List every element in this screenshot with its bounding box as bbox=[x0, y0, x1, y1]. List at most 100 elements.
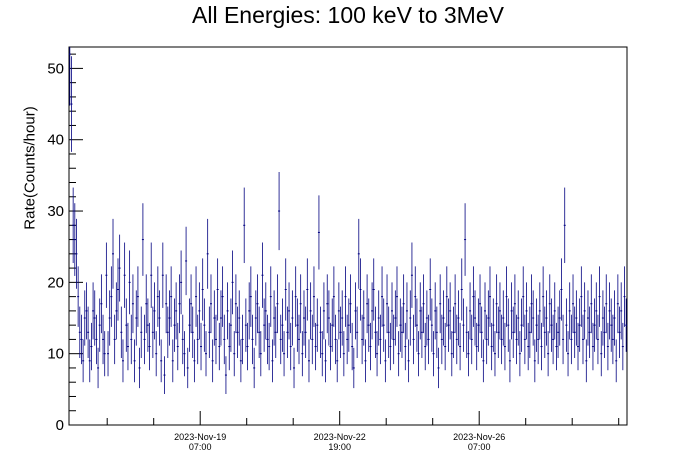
data-point bbox=[311, 314, 314, 365]
data-point bbox=[475, 322, 478, 371]
data-point bbox=[90, 322, 93, 371]
data-point bbox=[332, 266, 335, 327]
data-point bbox=[130, 314, 133, 365]
data-point bbox=[553, 282, 556, 340]
data-point bbox=[479, 274, 482, 334]
data-point bbox=[467, 331, 470, 377]
data-point bbox=[317, 195, 320, 270]
data-point bbox=[249, 266, 252, 327]
data-point bbox=[434, 282, 437, 340]
data-point bbox=[118, 234, 121, 302]
data-point bbox=[455, 314, 458, 365]
data-point bbox=[87, 306, 90, 358]
data-point bbox=[452, 306, 455, 358]
data-point bbox=[588, 306, 591, 358]
data-point bbox=[203, 298, 206, 352]
data-point bbox=[598, 266, 601, 327]
data-point bbox=[170, 266, 173, 327]
data-point bbox=[586, 290, 589, 346]
data-point bbox=[253, 347, 256, 389]
data-point bbox=[420, 306, 423, 358]
data-point bbox=[525, 282, 528, 340]
y-tick-label: 10 bbox=[47, 346, 64, 363]
data-point bbox=[291, 290, 294, 346]
data-point bbox=[372, 258, 375, 321]
data-point bbox=[520, 298, 523, 352]
data-point bbox=[424, 322, 427, 371]
data-point bbox=[178, 274, 181, 334]
y-tick-label: 40 bbox=[47, 132, 64, 149]
data-point bbox=[530, 274, 533, 334]
data-point bbox=[352, 347, 355, 389]
chart-title: All Energies: 100 keV to 3MeV bbox=[192, 2, 504, 28]
data-point bbox=[218, 322, 221, 371]
data-point bbox=[342, 331, 345, 377]
data-point bbox=[419, 282, 422, 340]
data-point bbox=[80, 314, 83, 365]
data-point bbox=[349, 274, 352, 334]
data-point bbox=[286, 306, 289, 358]
data-point bbox=[329, 322, 332, 371]
data-point bbox=[538, 282, 541, 340]
data-point bbox=[535, 298, 538, 352]
data-point bbox=[196, 314, 199, 365]
data-point bbox=[611, 314, 614, 365]
data-point bbox=[395, 266, 398, 327]
y-axis-label: Rate(Counts/hour) bbox=[21, 106, 39, 230]
data-point bbox=[214, 314, 217, 365]
data-point bbox=[580, 266, 583, 327]
x-tick-label-date: 2023-Nov-22 bbox=[314, 432, 366, 442]
data-point bbox=[279, 314, 282, 365]
data-point bbox=[414, 266, 417, 327]
data-point bbox=[198, 282, 201, 340]
data-point bbox=[412, 314, 415, 365]
data-point bbox=[577, 322, 580, 371]
data-point bbox=[623, 266, 626, 327]
data-point bbox=[457, 290, 460, 346]
data-point bbox=[105, 242, 108, 308]
data-point bbox=[191, 306, 194, 358]
data-point bbox=[108, 290, 111, 346]
data-point bbox=[296, 298, 299, 352]
data-point bbox=[392, 314, 395, 365]
data-point bbox=[409, 290, 412, 346]
data-point bbox=[562, 314, 565, 365]
data-point bbox=[464, 203, 467, 276]
data-point bbox=[116, 258, 119, 321]
y-axis: 0 10 20 30 40 50 bbox=[47, 53, 83, 434]
data-point bbox=[221, 266, 224, 327]
data-point bbox=[367, 298, 370, 352]
data-point bbox=[201, 258, 204, 321]
data-point bbox=[523, 314, 526, 365]
data-point bbox=[425, 290, 428, 346]
data-point bbox=[166, 306, 169, 358]
data-point bbox=[274, 306, 277, 358]
data-point bbox=[238, 290, 241, 346]
data-point bbox=[356, 306, 359, 358]
data-point bbox=[180, 250, 183, 315]
data-point bbox=[254, 290, 257, 346]
data-point bbox=[590, 274, 593, 334]
data-point bbox=[557, 306, 560, 358]
data-point bbox=[327, 290, 330, 346]
data-point bbox=[518, 331, 521, 377]
data-point bbox=[85, 282, 88, 340]
data-point bbox=[160, 339, 163, 383]
data-point bbox=[362, 290, 365, 346]
data-point bbox=[391, 282, 394, 340]
data-point bbox=[175, 282, 178, 340]
data-point bbox=[400, 306, 403, 358]
y-axis-label-container: Rate(Counts/hour) bbox=[18, 106, 42, 230]
x-tick-label-time: 07:00 bbox=[468, 442, 491, 452]
data-point bbox=[430, 298, 433, 352]
data-point bbox=[140, 306, 143, 358]
data-point bbox=[334, 314, 337, 365]
data-point bbox=[273, 290, 276, 346]
data-point bbox=[402, 274, 405, 334]
data-point bbox=[503, 322, 506, 371]
data-point bbox=[256, 274, 259, 334]
data-point bbox=[472, 266, 475, 327]
data-point bbox=[322, 282, 325, 340]
data-point bbox=[190, 274, 193, 334]
data-point bbox=[565, 298, 568, 352]
